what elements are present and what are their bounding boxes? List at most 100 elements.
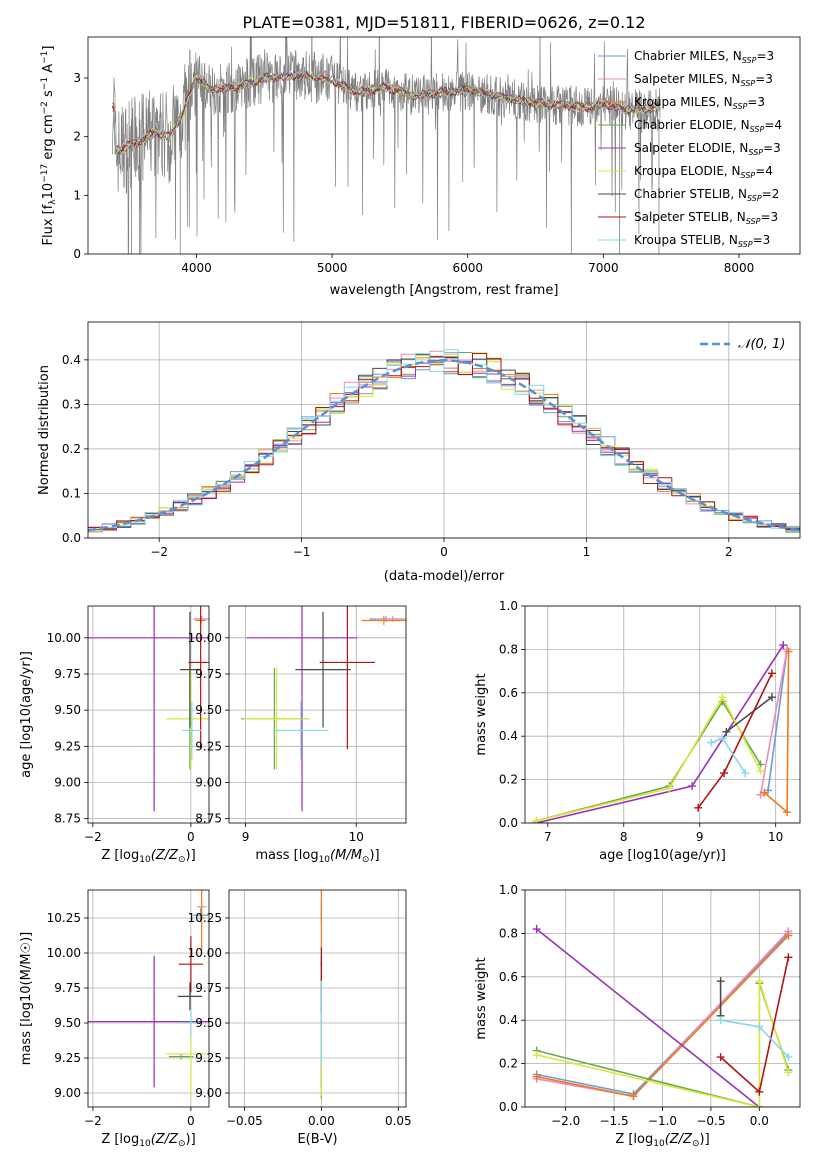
axes-frame xyxy=(524,889,801,1108)
axes-frame xyxy=(87,605,210,824)
x-tick-label: 9 xyxy=(242,830,250,844)
y-tick-label: 9.50 xyxy=(54,1016,81,1030)
x-tick-label: 8000 xyxy=(724,261,755,275)
y-tick-label: 9.75 xyxy=(54,667,81,681)
y-tick-label: 8.75 xyxy=(54,812,81,826)
weight-marker-salpeter_stelib xyxy=(694,803,703,812)
x-axis-label: Z [log10(Z/Z⊙)] xyxy=(101,1132,195,1149)
y-tick-label: 10.00 xyxy=(188,946,222,960)
weight-marker-kroupa_stelib xyxy=(716,1016,725,1025)
y-axis-label: mass weight xyxy=(474,957,489,1039)
y-tick-label: 9.75 xyxy=(195,667,222,681)
weight-vs-age-panel: 7 8 9 10 0.0 0.2 0.4 0.6 0.8 1.0 age [log10(age/yr… xyxy=(474,599,801,863)
x-tick-label: 0.00 xyxy=(308,1114,335,1128)
legend-label-salpeter_elodie: Salpeter ELODIE, NSSP=3 xyxy=(634,141,781,157)
y-tick-label: 10.00 xyxy=(47,631,81,645)
y-tick-label: 0.4 xyxy=(499,729,518,743)
spectrum-legend: Chabrier MILES, NSSP=3 Salpeter MILES, NS… xyxy=(598,49,782,249)
weight-marker-salpeter_stelib xyxy=(720,769,729,778)
weight-marker-chabrier_stelib xyxy=(716,977,725,986)
weight-marker-kroupa_elodie xyxy=(755,977,764,986)
y-tick-label: 9.00 xyxy=(195,775,222,789)
y-tick-label: 2 xyxy=(73,130,81,144)
weight-marker-salpeter_elodie xyxy=(532,925,541,934)
x-tick-label: 0 xyxy=(440,545,448,559)
plot-area xyxy=(532,641,793,823)
axes-frame xyxy=(228,889,407,1108)
weight-marker-kroupa_elodie xyxy=(532,1050,541,1059)
y-tick-label: 0.1 xyxy=(62,486,81,500)
legend-label-chabrier_miles: Chabrier MILES, NSSP=3 xyxy=(634,49,774,65)
y-tick-label: 0.2 xyxy=(62,442,81,456)
weight-line-salpeter_miles xyxy=(759,649,788,795)
weight-marker-kroupa_miles xyxy=(783,808,792,817)
y-tick-label: 9.00 xyxy=(54,775,81,789)
figure-title: PLATE=0381, MJD=51811, FIBERID=0626, z=0… xyxy=(242,13,645,32)
weight-marker-kroupa_stelib xyxy=(718,734,727,743)
y-axis-label: age [log10(age/yr)] xyxy=(19,651,34,778)
y-tick-label: 10.00 xyxy=(47,946,81,960)
x-tick-label: −2 xyxy=(84,1114,102,1128)
weight-line-kroupa_elodie xyxy=(536,695,762,822)
x-axis-label: (data-model)/error xyxy=(384,569,505,584)
weight-marker-kroupa_stelib xyxy=(741,769,750,778)
y-tick-label: 3 xyxy=(73,71,81,85)
y-tick-label: 9.25 xyxy=(195,1051,222,1065)
y-tick-label: 9.00 xyxy=(54,1086,81,1100)
mass-vs-ebv-panel: −0.05 0.00 0.05 9.00 9.25 9.50 9.75 10.00 10.25 E… xyxy=(188,889,412,1147)
x-tick-label: 7000 xyxy=(588,261,619,275)
weight-marker-kroupa_stelib xyxy=(707,738,716,747)
y-tick-label: 9.50 xyxy=(54,703,81,717)
x-axis-label: E(B-V) xyxy=(297,1132,337,1147)
normal-legend-label: 𝒩(0, 1) xyxy=(738,337,785,352)
x-tick-label: 6000 xyxy=(452,261,483,275)
x-axis-label: mass [log10(M/M⊙)] xyxy=(255,848,379,865)
y-tick-label: 0.6 xyxy=(499,970,518,984)
weight-marker-kroupa_elodie xyxy=(532,816,541,823)
plot-area xyxy=(241,606,406,812)
x-tick-label: 2 xyxy=(725,545,733,559)
y-tick-label: 9.75 xyxy=(195,981,222,995)
y-axis-label: mass weight xyxy=(474,673,489,755)
x-tick-label: 10 xyxy=(349,830,364,844)
weight-marker-kroupa_miles xyxy=(629,1092,638,1101)
age-vs-metallicity-panel: −2 0 8.75 9.00 9.25 9.50 9.75 10.00 Z [log10(Z/Z… xyxy=(19,605,210,865)
x-tick-label: 10 xyxy=(768,830,783,844)
y-tick-label: 9.25 xyxy=(195,739,222,753)
x-tick-label: −1 xyxy=(293,545,311,559)
weight-marker-kroupa_miles xyxy=(532,1072,541,1081)
residuals-panel: −2 −1 0 1 2 0.0 0.1 0.2 0.3 0.4 𝒩(0, 1) (data-model… xyxy=(37,321,801,584)
y-tick-label: 9.25 xyxy=(54,1051,81,1065)
weight-marker-kroupa_stelib xyxy=(784,1053,793,1062)
weight-line-salpeter_stelib xyxy=(720,957,790,1094)
y-tick-label: 9.00 xyxy=(195,1086,222,1100)
x-tick-label: −1.0 xyxy=(648,1114,677,1128)
x-tick-label: 0 xyxy=(187,830,195,844)
y-tick-label: 0.6 xyxy=(499,686,518,700)
plot-area xyxy=(88,606,209,812)
x-tick-label: −2 xyxy=(150,545,168,559)
legend-label-kroupa_miles: Kroupa MILES, NSSP=3 xyxy=(634,95,765,111)
x-tick-label: 0 xyxy=(187,1114,195,1128)
y-tick-label: 0.0 xyxy=(62,531,81,545)
legend-label-chabrier_elodie: Chabrier ELODIE, NSSP=4 xyxy=(634,118,782,134)
weight-marker-chabrier_stelib xyxy=(722,727,731,736)
x-tick-label: −1.5 xyxy=(600,1114,629,1128)
weight-marker-salpeter_stelib xyxy=(767,669,776,678)
weight-marker-salpeter_elodie xyxy=(779,641,788,650)
y-tick-label: 1 xyxy=(73,188,81,202)
weight-line-chabrier_stelib xyxy=(725,696,773,733)
y-tick-label: 0.4 xyxy=(62,353,81,367)
x-axis-label: Z [log10(Z/Z⊙)] xyxy=(101,848,195,865)
plot-area xyxy=(112,37,661,254)
weight-line-chabrier_miles xyxy=(767,649,788,791)
weight-marker-kroupa_elodie xyxy=(718,693,727,702)
y-tick-label: 9.75 xyxy=(54,981,81,995)
x-tick-label: −2.0 xyxy=(551,1114,580,1128)
legend-label-salpeter_miles: Salpeter MILES, NSSP=3 xyxy=(634,72,773,88)
weight-vs-metallicity-panel: −2.0 −1.5 −1.0 −0.5 0.0 0.0 0.2 0.4 0.6 0.8 1.0 Z [… xyxy=(474,883,801,1149)
weight-line-salpeter_stelib xyxy=(697,672,773,809)
weight-marker-chabrier_stelib xyxy=(767,693,776,702)
y-axis-label: Flux [fλ10−17 erg cm−2 s−1 A−1] xyxy=(40,46,58,246)
